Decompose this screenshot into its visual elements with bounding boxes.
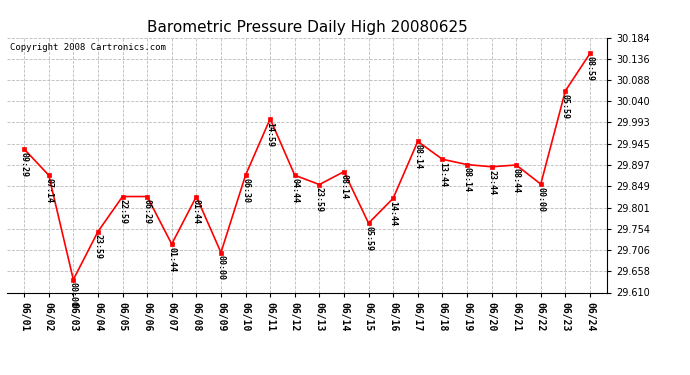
- Title: Barometric Pressure Daily High 20080625: Barometric Pressure Daily High 20080625: [147, 20, 467, 35]
- Text: 22:59: 22:59: [118, 200, 127, 224]
- Text: 23:59: 23:59: [93, 234, 102, 260]
- Text: 04:44: 04:44: [290, 178, 299, 203]
- Text: 23:59: 23:59: [315, 188, 324, 212]
- Text: 09:29: 09:29: [19, 152, 28, 177]
- Text: 08:14: 08:14: [462, 167, 471, 192]
- Text: 07:14: 07:14: [44, 178, 53, 203]
- Text: 06:30: 06:30: [241, 178, 250, 203]
- Text: 05:59: 05:59: [364, 226, 373, 251]
- Text: 01:44: 01:44: [167, 247, 176, 272]
- Text: 23:44: 23:44: [487, 170, 496, 195]
- Text: 05:59: 05:59: [561, 94, 570, 118]
- Text: 00:00: 00:00: [536, 187, 545, 212]
- Text: 00:00: 00:00: [69, 282, 78, 308]
- Text: 14:44: 14:44: [388, 201, 397, 226]
- Text: 08:14: 08:14: [339, 174, 348, 200]
- Text: 06:29: 06:29: [143, 200, 152, 224]
- Text: Copyright 2008 Cartronics.com: Copyright 2008 Cartronics.com: [10, 43, 166, 52]
- Text: 13:44: 13:44: [438, 162, 447, 187]
- Text: 00:00: 00:00: [217, 255, 226, 280]
- Text: 08:14: 08:14: [413, 144, 422, 169]
- Text: 14:59: 14:59: [266, 122, 275, 147]
- Text: 01:44: 01:44: [192, 200, 201, 224]
- Text: 08:44: 08:44: [512, 168, 521, 193]
- Text: 08:59: 08:59: [586, 56, 595, 81]
